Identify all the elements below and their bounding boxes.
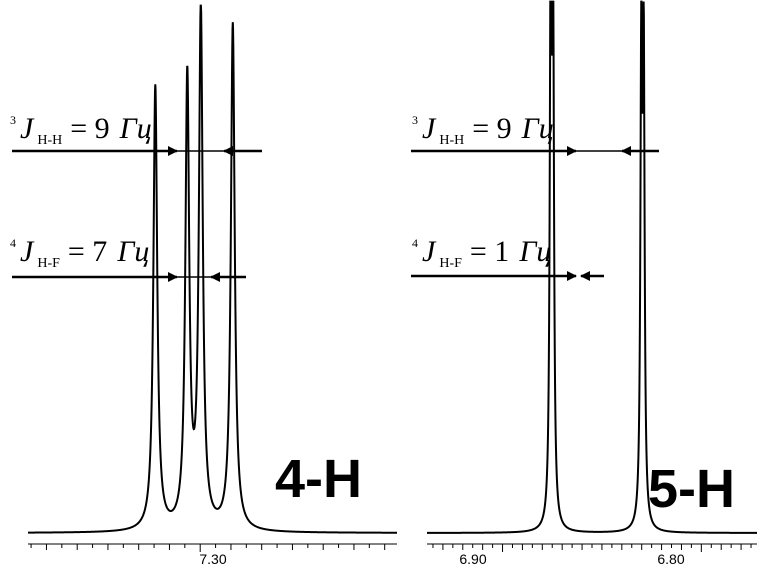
x-ticks-5h	[432, 544, 752, 552]
tick-label-6-90: 6.90	[459, 551, 486, 567]
j-subscript: H-F	[439, 256, 462, 271]
svg-text:4 J H-F: 4 J H-F = 7 Гц	[10, 234, 149, 271]
j-subscript: H-F	[37, 256, 60, 271]
x-ticks-4h	[30, 544, 386, 552]
j-unit: Гц	[119, 112, 152, 145]
j-unit: Гц	[521, 112, 554, 145]
j-value: = 9	[70, 112, 109, 145]
j-symbol: J	[422, 112, 437, 145]
tick-label-6-80: 6.80	[657, 551, 684, 567]
j-value: = 9	[472, 112, 511, 145]
spectrum-line-4h	[28, 4, 397, 534]
proton-label-4h: 4-H	[275, 449, 362, 509]
coupling-annotation-3j-hh-5h: 3 J H-H = 9 Гц	[411, 111, 659, 156]
spectrum-line-5h	[427, 0, 757, 534]
tick-label-7-30: 7.30	[199, 551, 226, 567]
panel-5h: 6.90 6.80 3 J H-H = 9 Гц 4 J H-F = 1 Гц	[411, 0, 757, 567]
j-subscript: H-H	[37, 133, 62, 148]
j-prefix: 3	[412, 113, 418, 127]
proton-label-5h: 5-H	[648, 459, 735, 519]
coupling-annotation-3j-hh-4h: 3 J H-H = 9 Гц	[10, 111, 262, 156]
j-unit: Гц	[116, 235, 149, 268]
svg-text:3 J H-H: 3 J H-H = 9 Гц	[10, 111, 152, 148]
j-value: = 1	[470, 235, 509, 268]
coupling-annotation-4j-hf-5h: 4 J H-F = 1 Гц	[411, 234, 604, 281]
svg-text:4 J H-F: 4 J H-F = 1 Гц	[412, 234, 551, 271]
j-symbol: J	[20, 235, 35, 268]
coupling-annotation-4j-hf-4h: 4 J H-F = 7 Гц	[10, 234, 246, 282]
j-prefix: 4	[412, 236, 418, 250]
j-unit: Гц	[518, 235, 551, 268]
j-symbol: J	[422, 235, 437, 268]
j-prefix: 3	[10, 113, 16, 127]
j-value: = 7	[68, 235, 107, 268]
j-subscript: H-H	[439, 133, 464, 148]
j-prefix: 4	[10, 236, 16, 250]
panel-4h: 7.30 3 J H-H = 9 Гц 4 J H-F = 7 Гц	[10, 4, 397, 567]
svg-text:3 J H-H: 3 J H-H = 9 Гц	[412, 111, 554, 148]
j-symbol: J	[20, 112, 35, 145]
